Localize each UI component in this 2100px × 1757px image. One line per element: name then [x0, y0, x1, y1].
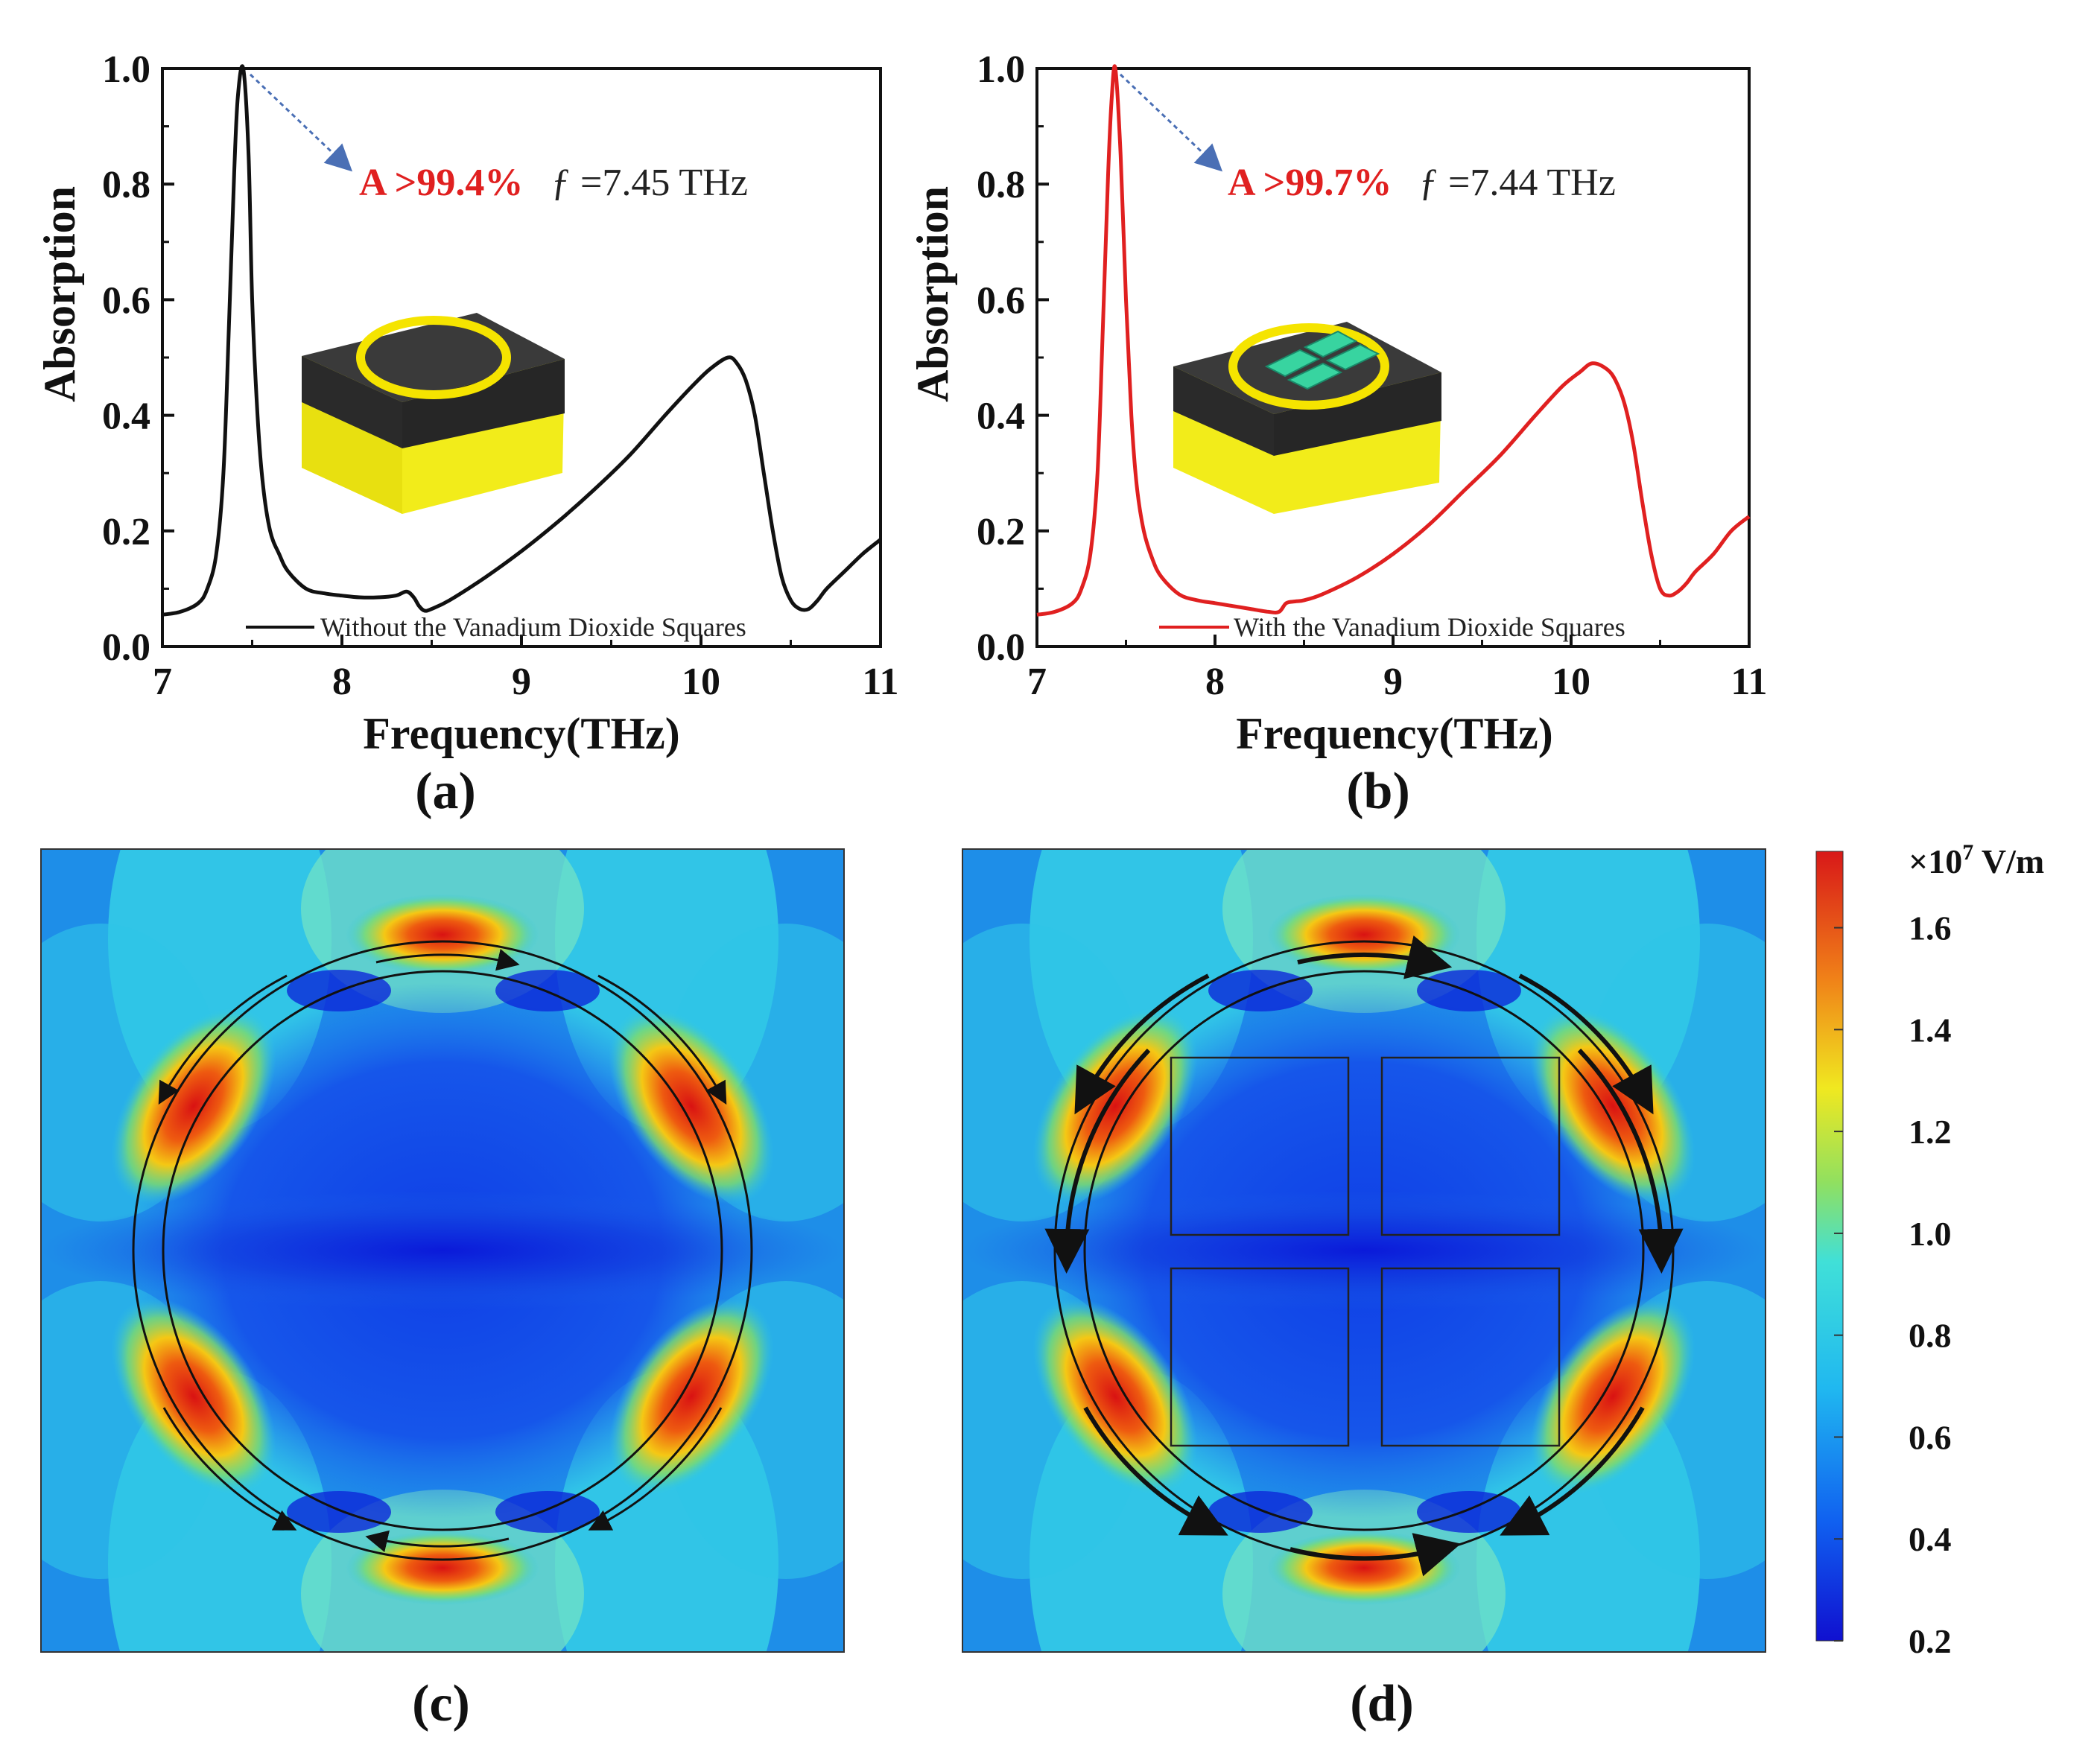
field-map-d	[962, 849, 1766, 1652]
y-axis: 0.0 0.2 0.4 0.6 0.8 1.0	[102, 48, 174, 669]
colorbar-tick-label: 0.6	[1909, 1418, 1952, 1456]
legend-label: With the Vanadium Dioxide Squares	[1234, 612, 1625, 642]
legend-label: Without the Vanadium Dioxide Squares	[320, 612, 746, 642]
colorbar-tick-label: 1.4	[1909, 1011, 1952, 1049]
absorption-curve	[1036, 64, 1751, 617]
map-frame	[962, 848, 1766, 1653]
absorption-annotation: A >99.7%	[1228, 162, 1392, 204]
colorbar-tick-label: 1.0	[1909, 1215, 1952, 1253]
vo2-square-outlines	[1170, 1056, 1561, 1447]
x-tick-label: 7	[1027, 661, 1047, 703]
panel-b-chart: 0.0 0.2 0.4 0.6 0.8 1.0 7 8 9 10 11 Absorption Fr…	[908, 48, 1768, 820]
colorbar-unit: ×107 V/m	[1909, 840, 2044, 880]
panel-label: (c)	[412, 1675, 470, 1732]
y-tick-label: 1.0	[977, 48, 1025, 91]
peak-arrow	[249, 73, 353, 172]
x-tick-label: 7	[153, 661, 172, 703]
x-tick-label: 8	[332, 661, 352, 703]
y-tick-label: 0.2	[102, 511, 150, 553]
y-tick-label: 0.4	[102, 395, 150, 438]
y-tick-label: 1.0	[102, 48, 150, 91]
x-tick-label: 10	[682, 661, 720, 703]
x-tick-label: 9	[1383, 661, 1403, 703]
panel-label: (a)	[415, 763, 476, 820]
map-frame	[40, 848, 845, 1653]
x-tick-label: 11	[862, 661, 898, 703]
y-axis-title: Absorption	[908, 186, 957, 402]
x-tick-label: 9	[512, 661, 531, 703]
x-tick-label: 11	[1731, 661, 1767, 703]
panel-label: (d)	[1350, 1675, 1414, 1732]
peak-arrow	[1119, 73, 1223, 172]
panel-d-field-map: (d)	[962, 848, 1766, 1732]
colorbar-gradient	[1815, 851, 1844, 1642]
y-tick-label: 0.0	[977, 626, 1025, 669]
y-tick-label: 0.6	[977, 279, 1025, 322]
vo2-squares	[1264, 330, 1380, 390]
series-line	[162, 64, 882, 617]
colorbar-tick-label: 0.8	[1909, 1317, 1952, 1355]
y-tick-label: 0.0	[102, 626, 150, 669]
y-tick-label: 0.8	[102, 164, 150, 206]
y-axis: 0.0 0.2 0.4 0.6 0.8 1.0	[977, 48, 1049, 669]
y-tick-label: 0.6	[102, 279, 150, 322]
unit-cell-inset	[1173, 322, 1441, 514]
series-line	[1036, 64, 1751, 617]
panel-label: (b)	[1346, 763, 1410, 820]
x-axis: 7 8 9 10 11	[153, 635, 899, 703]
frequency-annotation: ƒ =7.45 THz	[551, 162, 748, 204]
colorbar-tick-label: 0.4	[1909, 1520, 1952, 1558]
unit-cell-inset	[302, 313, 565, 514]
x-axis: 7 8 9 10 11	[1027, 635, 1768, 703]
colorbar: ×107 V/m 1.6 1.4 1.2 1.0 0.8 0.6 0.4 0.2	[1815, 840, 2044, 1660]
x-tick-label: 8	[1205, 661, 1225, 703]
x-axis-title: Frequency(THz)	[363, 709, 679, 758]
x-tick-label: 10	[1552, 661, 1590, 703]
panel-a-chart: 0.0 0.2 0.4 0.6 0.8 1.0 7 8 9 10 11 Absorption Fr…	[35, 48, 899, 820]
absorption-annotation: A >99.4%	[359, 162, 523, 204]
colorbar-tick-label: 0.2	[1909, 1622, 1952, 1660]
y-tick-label: 0.8	[977, 164, 1025, 206]
y-tick-label: 0.4	[977, 395, 1025, 438]
field-map-c	[41, 849, 844, 1652]
y-tick-label: 0.2	[977, 511, 1025, 553]
colorbar-tick-label: 1.6	[1909, 909, 1952, 947]
x-axis-title: Frequency(THz)	[1236, 709, 1552, 758]
frequency-annotation: ƒ =7.44 THz	[1419, 162, 1616, 204]
y-axis-title: Absorption	[35, 186, 84, 402]
panel-c-field-map: (c)	[40, 848, 845, 1732]
colorbar-tick-label: 1.2	[1909, 1113, 1952, 1151]
colorbar-ticks: 1.6 1.4 1.2 1.0 0.8 0.6 0.4 0.2	[1834, 909, 1952, 1660]
absorption-curve	[162, 64, 882, 617]
